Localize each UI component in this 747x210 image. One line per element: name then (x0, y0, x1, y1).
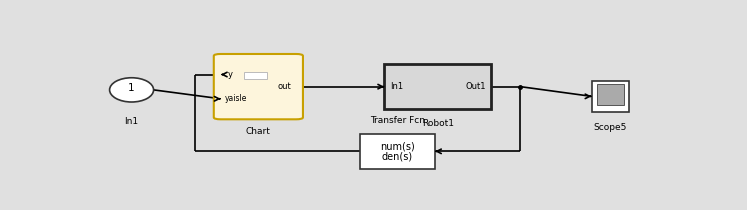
Text: Out1: Out1 (465, 82, 486, 91)
Text: y: y (228, 70, 232, 79)
Text: In1: In1 (390, 82, 403, 91)
Text: In1: In1 (125, 117, 139, 126)
Ellipse shape (110, 78, 154, 102)
Text: den(s): den(s) (382, 151, 413, 161)
Text: 1: 1 (128, 83, 135, 93)
Text: num(s): num(s) (380, 142, 415, 151)
Text: Robot1: Robot1 (422, 119, 454, 128)
Bar (360, 134, 435, 169)
Text: yaisle: yaisle (225, 94, 247, 103)
Bar (597, 84, 624, 105)
FancyBboxPatch shape (214, 54, 303, 119)
Bar (384, 64, 492, 109)
Text: Chart: Chart (246, 127, 271, 136)
Bar (244, 72, 267, 79)
Text: Transfer Fcn: Transfer Fcn (370, 117, 425, 125)
Text: Scope5: Scope5 (594, 123, 627, 132)
Bar (592, 81, 629, 112)
Text: out: out (278, 82, 291, 91)
